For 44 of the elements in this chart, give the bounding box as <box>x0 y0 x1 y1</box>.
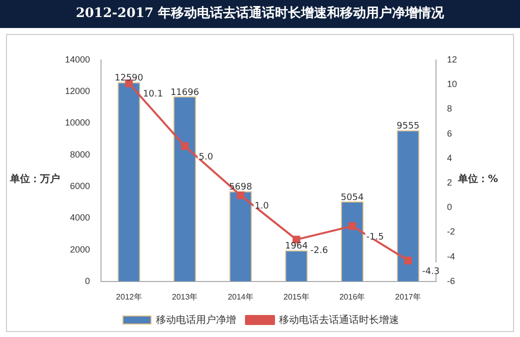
y-tick-label: 0 <box>85 276 90 286</box>
x-tick-label: 2014年 <box>228 292 254 302</box>
y-tick-label: 6000 <box>70 181 90 191</box>
y-tick-label: 8000 <box>70 149 90 160</box>
point <box>180 142 189 150</box>
data-label: -1.5 <box>366 232 384 242</box>
y2-tick-label: 10 <box>446 79 458 90</box>
legend-label: 移动电话用户净增 <box>156 314 236 326</box>
data-label: 10.1 <box>142 90 163 100</box>
data-label: 5.0 <box>198 152 214 162</box>
y-tick-label: 2000 <box>70 244 90 254</box>
chart-title: 2012-2017 年移动电话去话通话时长增速和移动用户净增情况 <box>0 0 520 28</box>
y2-tick-label: 8 <box>446 104 452 114</box>
data-label: 5054 <box>340 192 364 203</box>
point <box>348 222 356 230</box>
data-label: 11696 <box>170 88 200 98</box>
y2-tick-label: -6 <box>446 276 456 286</box>
data-label: 12590 <box>114 74 144 84</box>
point <box>404 256 412 264</box>
y-tick-label: 10000 <box>64 118 90 128</box>
x-tick-label: 2016年 <box>339 292 366 302</box>
x-tick-label: 2012年 <box>116 292 142 302</box>
y2-axis-title: 单位：% <box>458 172 498 186</box>
data-label: 1964 <box>284 242 308 252</box>
y-tick-label: 14000 <box>64 54 90 64</box>
x-tick-label: 2017年 <box>395 292 421 302</box>
y-axis-title: 单位：万户 <box>10 172 60 186</box>
y-tick-label: 12000 <box>64 86 90 96</box>
y2-tick-label: 2 <box>446 177 452 188</box>
y2-tick-label: -2 <box>446 226 456 237</box>
y-tick-label: 4000 <box>70 212 90 223</box>
legend-label: 移动电话去话通话时长增速 <box>279 314 399 326</box>
y2-tick-label: 6 <box>446 128 452 138</box>
x-tick-label: 2015年 <box>284 292 310 302</box>
data-label: 9555 <box>396 122 420 132</box>
data-label: 1.0 <box>254 202 270 212</box>
y2-tick-label: -4 <box>446 251 456 262</box>
y2-tick-label: 0 <box>446 202 452 212</box>
y2-tick-label: 12 <box>446 54 458 64</box>
y2-tick-label: 4 <box>446 152 452 163</box>
x-tick-label: 2013年 <box>172 292 198 302</box>
data-label: -2.6 <box>310 246 328 256</box>
data-label: -4.3 <box>422 266 440 277</box>
point <box>236 191 244 200</box>
